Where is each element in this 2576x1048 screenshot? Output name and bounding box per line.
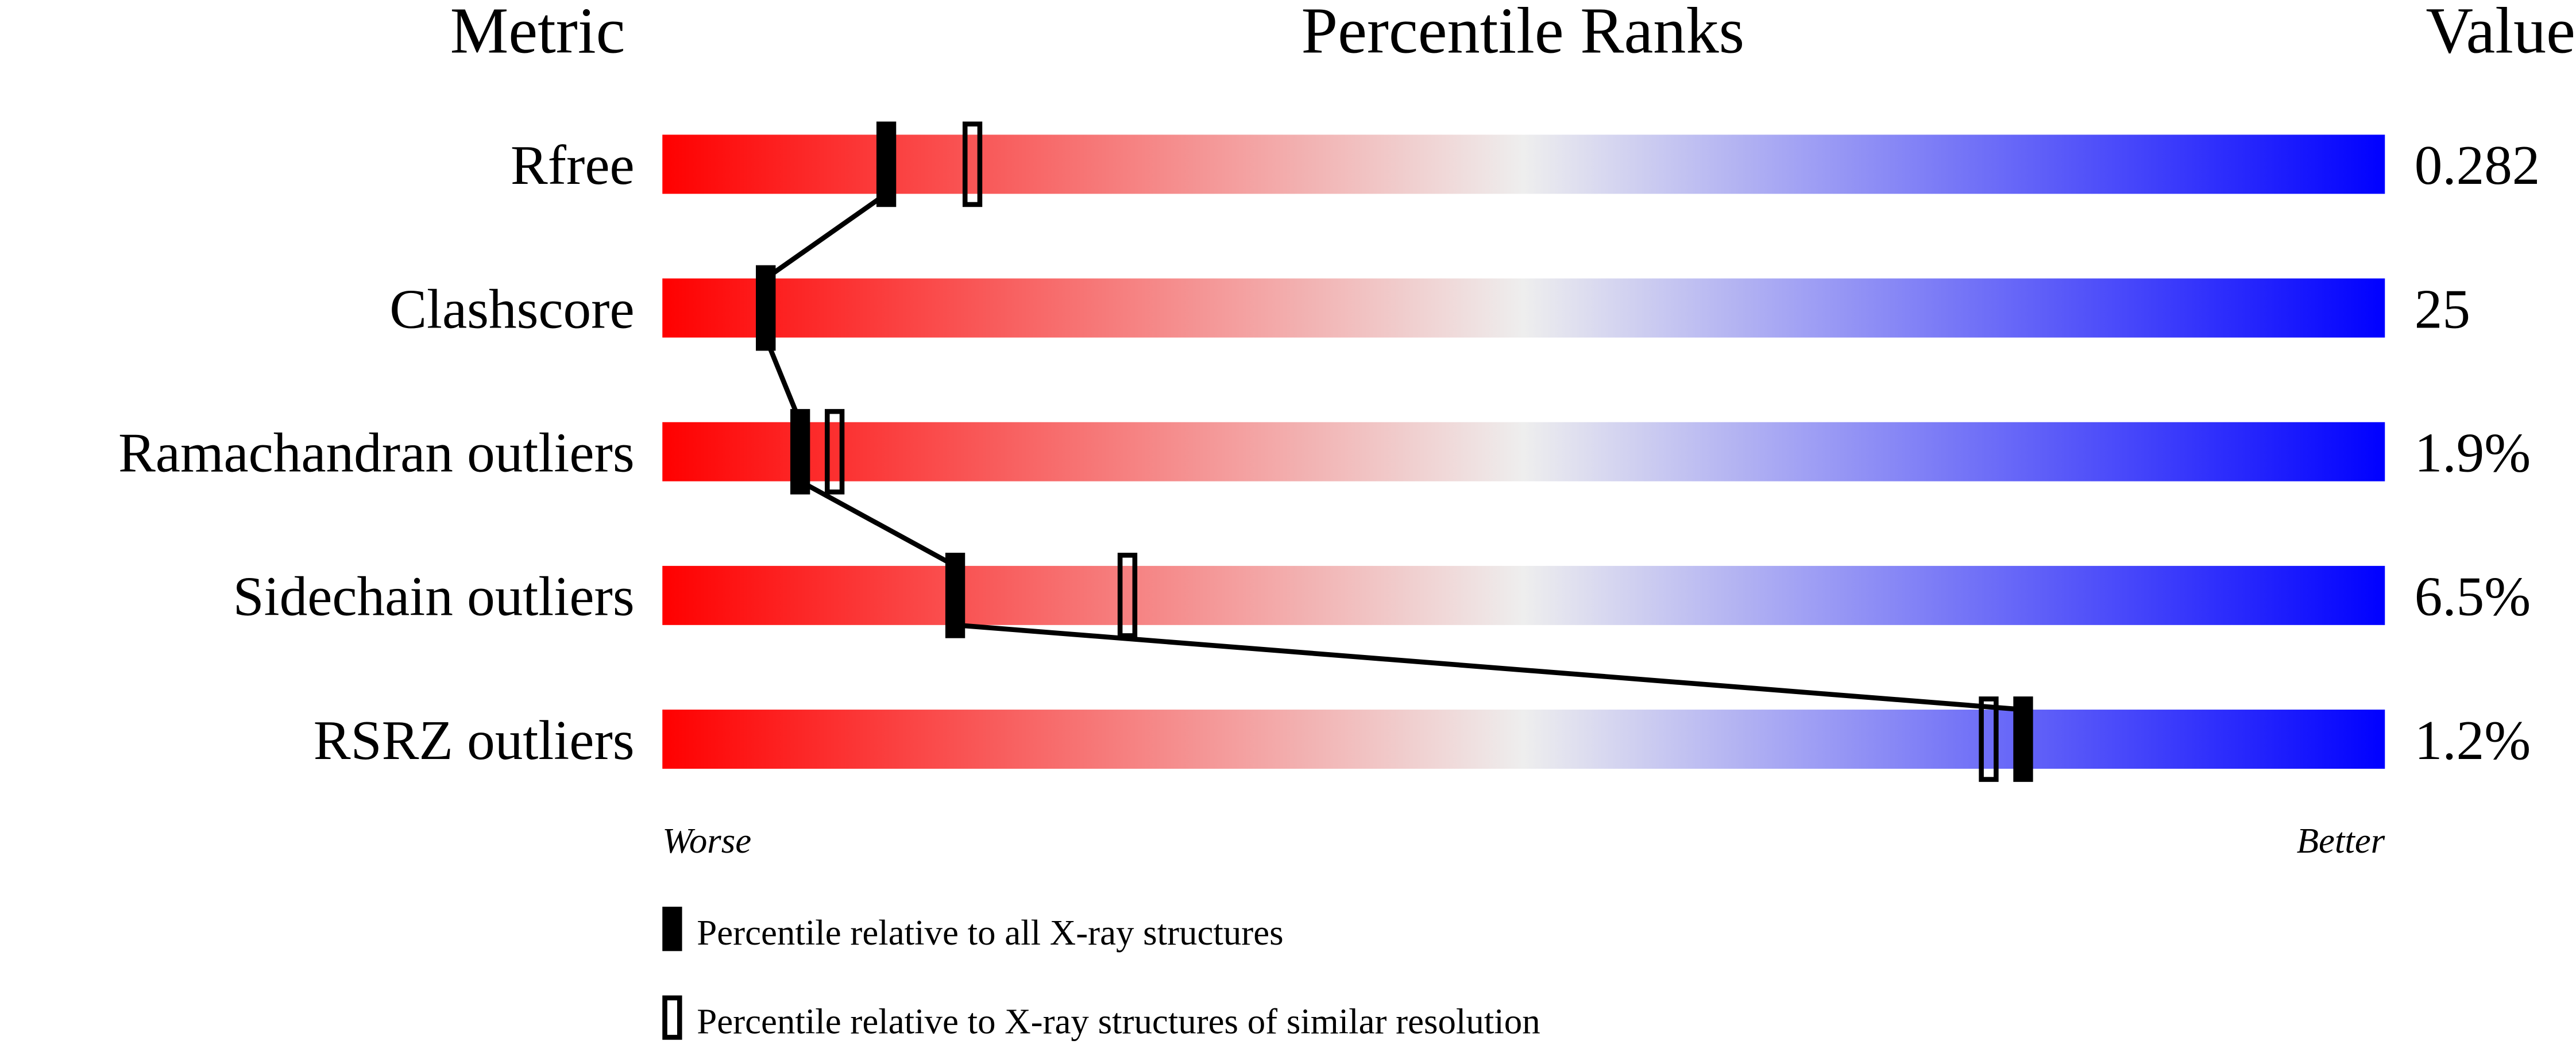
chart-title: Percentile Ranks bbox=[1301, 0, 1745, 67]
connector-line bbox=[955, 622, 2023, 712]
metric-label: Rfree bbox=[511, 134, 635, 196]
marker-all-structures bbox=[876, 121, 897, 207]
metric-value: 25 bbox=[2415, 278, 2470, 340]
percentile-bar bbox=[662, 278, 2385, 338]
marker-similar-resolution bbox=[962, 121, 983, 207]
better-label: Better bbox=[2297, 820, 2385, 861]
metric-header: Metric bbox=[450, 0, 625, 67]
metric-value: 1.9% bbox=[2415, 422, 2531, 484]
legend-filled-marker-icon bbox=[662, 907, 682, 951]
metric-value: 6.5% bbox=[2415, 566, 2531, 628]
connector-line bbox=[763, 336, 803, 423]
marker-all-structures bbox=[2013, 696, 2033, 782]
marker-similar-resolution bbox=[1117, 553, 1138, 638]
marker-all-structures bbox=[790, 409, 810, 495]
marker-similar-resolution bbox=[824, 409, 845, 495]
legend-label-all: Percentile relative to all X-ray structu… bbox=[697, 912, 1283, 953]
metric-label: RSRZ outliers bbox=[314, 710, 635, 772]
percentile-bar bbox=[662, 422, 2385, 481]
legend-label-similar: Percentile relative to X-ray structures … bbox=[697, 1001, 1540, 1041]
metric-label: Ramachandran outliers bbox=[118, 422, 635, 484]
percentile-bar bbox=[662, 565, 2385, 625]
metric-label: Sidechain outliers bbox=[233, 566, 635, 628]
connector-line bbox=[799, 479, 957, 568]
worse-label: Worse bbox=[662, 820, 751, 861]
connector-line bbox=[764, 191, 888, 281]
metric-value: 0.282 bbox=[2415, 134, 2540, 196]
percentile-bar bbox=[662, 710, 2385, 769]
marker-similar-resolution bbox=[1979, 696, 1999, 782]
marker-all-structures bbox=[945, 553, 965, 638]
value-header: Value bbox=[2426, 0, 2575, 67]
metric-label: Clashscore bbox=[389, 278, 634, 340]
percentile-bar bbox=[662, 134, 2385, 194]
marker-all-structures bbox=[756, 265, 776, 351]
metric-value: 1.2% bbox=[2415, 710, 2531, 772]
legend-hollow-marker-icon bbox=[662, 995, 682, 1040]
